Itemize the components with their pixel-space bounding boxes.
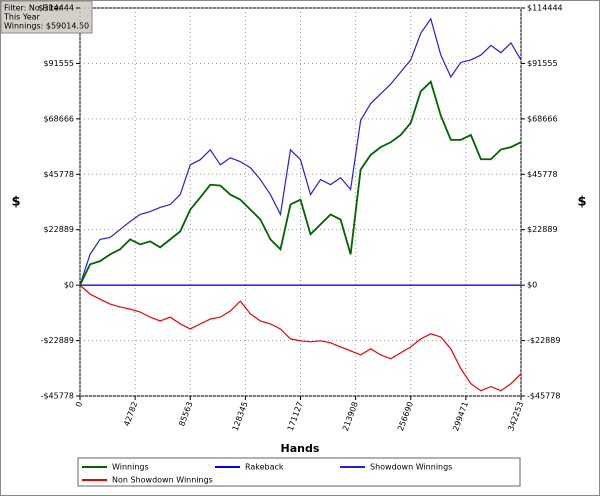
y-tick-label: $0 <box>64 281 74 290</box>
y-tick-label: $22889 <box>43 225 74 234</box>
x-tick-label: 0 <box>74 400 84 408</box>
y-axis-title: $ <box>11 195 20 210</box>
series-line <box>79 80 522 286</box>
y2-tick-label: $45778 <box>527 170 558 179</box>
info-filter: Filter: No Filter <box>4 4 63 13</box>
legend-label: Showdown Winnings <box>370 463 452 472</box>
y2-tick-label: $68666 <box>527 114 558 123</box>
y2-axis-title: $ <box>577 195 586 210</box>
y2-tick-label: -$22889 <box>527 336 560 345</box>
y-tick-label: -$22889 <box>41 336 74 345</box>
y-tick-label: -$45778 <box>41 392 74 401</box>
info-period: This Year <box>3 13 41 22</box>
y2-tick-label: -$45778 <box>527 392 560 401</box>
legend <box>77 457 521 487</box>
x-axis-title: Hands <box>281 442 320 455</box>
y-tick-label: $45778 <box>43 170 74 179</box>
y-tick-label: $114444 <box>38 4 74 13</box>
y2-tick-label: $22889 <box>527 225 558 234</box>
y2-tick-label: $114444 <box>527 4 563 13</box>
legend-label: Non Showdown Winnings <box>112 476 213 485</box>
legend-label: Rakeback <box>245 463 284 472</box>
y-tick-label: $68666 <box>43 114 74 123</box>
series-line <box>79 17 522 286</box>
y2-tick-label: $91555 <box>527 59 558 68</box>
y-tick-label: $91555 <box>43 59 74 68</box>
legend-label: Winnings <box>112 463 149 472</box>
series-line <box>79 284 522 392</box>
info-box <box>0 0 93 34</box>
y2-tick-label: $0 <box>527 281 537 290</box>
info-winnings: Winnings: $59014.50 <box>4 22 89 31</box>
